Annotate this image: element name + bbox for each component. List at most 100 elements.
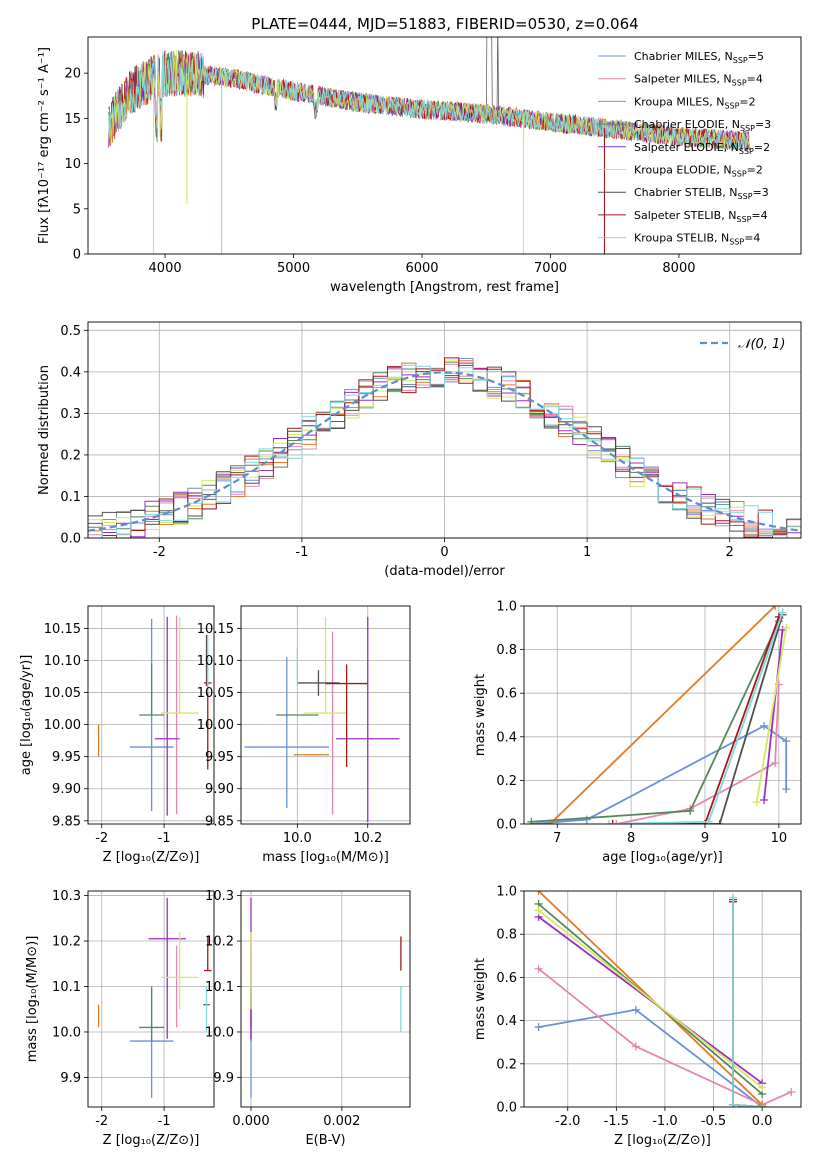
y-axis-label: age [log₁₀(age/yr)]	[19, 655, 34, 776]
x-tick-label: 0.000	[232, 1114, 269, 1129]
legend-label: Salpeter ELODIE, NSSP=2	[634, 141, 770, 156]
y-tick-label: 0.4	[60, 365, 81, 380]
legend-label: Kroupa ELODIE, NSSP=2	[634, 164, 763, 179]
errorbar-salpeter-stelib	[204, 936, 212, 972]
legend-label: Chabrier STELIB, NSSP=3	[634, 186, 769, 201]
y-tick-label: 0.4	[496, 730, 517, 745]
histogram-kroupa-stelib	[88, 364, 801, 538]
y-tick-label: 10.15	[197, 622, 234, 637]
x-tick-label: 8000	[662, 261, 695, 276]
y-tick-label: 10.05	[44, 686, 81, 701]
y-tick-label: 15	[64, 112, 81, 127]
series-line	[616, 684, 780, 824]
series-line	[531, 724, 788, 824]
legend: 𝒩(0, 1)	[700, 337, 785, 352]
y-tick-label: 0.8	[496, 928, 517, 943]
x-axis-label: age [log₁₀(age/yr)]	[602, 850, 723, 865]
x-axis-label: wavelength [Angstrom, rest frame]	[330, 280, 559, 295]
x-tick-label: -1	[158, 831, 171, 846]
axes-spectrum: 4000 5000 6000 7000 8000 0 5 10 15 20 wavelength […	[37, 36, 802, 295]
x-tick-label: -0.5	[701, 1114, 726, 1129]
axes-frame	[87, 605, 215, 825]
y-tick-label: 9.90	[52, 782, 81, 797]
y-axis-label: mass [log₁₀(M/M⊙)]	[25, 936, 40, 1063]
legend-label: Kroupa STELIB, NSSP=4	[634, 232, 760, 247]
y-tick-label: 9.9	[60, 1071, 81, 1086]
axes-residuals: -2 -1 0 1 2 0.0 0.1 0.2 0.3 0.4 0.5 (data-model)/er…	[37, 321, 802, 579]
plus-marker	[782, 623, 791, 632]
plus-marker	[686, 806, 695, 815]
legend-label: Chabrier ELODIE, NSSP=3	[634, 118, 771, 133]
y-tick-label: 10.15	[44, 622, 81, 637]
spectrum-line-kroupa-stelib	[108, 49, 750, 151]
x-tick-label: 6000	[405, 261, 438, 276]
y-axis-label: mass weight	[473, 958, 488, 1040]
y-tick-label: 10.1	[52, 980, 81, 995]
x-tick-label: 2	[726, 545, 734, 560]
errorbar-kroupa-elodie	[304, 616, 347, 714]
x-tick-label: -1	[295, 545, 308, 560]
plus-marker	[582, 815, 591, 824]
plus-marker	[771, 606, 780, 610]
y-tick-label: 10.00	[197, 718, 234, 733]
axes-frame	[87, 321, 802, 539]
x-tick-label: -1.0	[652, 1114, 677, 1129]
x-tick-label: -1.5	[604, 1114, 629, 1129]
plus-marker	[760, 721, 769, 730]
x-tick-label: 10.0	[283, 831, 312, 846]
series-kroupa-elodie	[752, 623, 791, 807]
plus-marker	[771, 758, 780, 767]
series-line	[763, 629, 784, 801]
y-tick-label: 10.1	[205, 980, 234, 995]
plus-marker	[631, 1005, 640, 1014]
y-tick-label: 9.95	[205, 750, 234, 765]
series-chabrier-miles	[534, 1005, 767, 1107]
plot-area	[97, 897, 212, 1098]
y-tick-label: 0.0	[60, 532, 81, 547]
axes-frame	[523, 890, 802, 1108]
plot-area	[527, 606, 791, 824]
y-tick-label: 0.1	[60, 490, 81, 505]
y-tick-label: 0.2	[496, 774, 517, 789]
plus-marker	[534, 964, 543, 973]
plot-area	[244, 616, 400, 823]
x-axis-label: E(B-V)	[305, 1133, 345, 1148]
y-tick-label: 0.3	[60, 407, 81, 422]
x-tick-label: 7000	[534, 261, 567, 276]
axes-frame	[240, 605, 411, 825]
x-tick-label: -2	[95, 831, 108, 846]
y-tick-label: 0.0	[496, 1101, 517, 1116]
series-line	[538, 968, 792, 1106]
y-tick-label: 1.0	[496, 600, 517, 615]
plus-marker	[534, 1023, 543, 1032]
legend-label: Salpeter MILES, NSSP=4	[634, 73, 763, 88]
y-tick-label: 5	[73, 202, 81, 217]
y-tick-label: 10.3	[52, 889, 81, 904]
plus-marker	[715, 820, 724, 824]
series-line	[612, 614, 784, 824]
y-tick-label: 10.0	[205, 1025, 234, 1040]
errorbar-salpeter-stelib	[325, 664, 368, 767]
y-tick-label: 20	[64, 67, 81, 82]
x-tick-label: 4000	[149, 261, 182, 276]
errorbar-salpeter-elodie	[154, 616, 180, 816]
y-tick-label: 10	[64, 157, 81, 172]
plus-marker	[782, 737, 791, 746]
plus-marker	[752, 798, 761, 807]
x-tick-label: 7	[553, 831, 561, 846]
legend-label: 𝒩(0, 1)	[738, 337, 785, 352]
errorbar-kroupa-elodie	[160, 616, 199, 714]
plus-marker	[704, 817, 713, 824]
errorbar-chabrier-miles	[244, 657, 330, 808]
plus-marker	[612, 820, 621, 824]
y-tick-label: 10.00	[44, 718, 81, 733]
x-tick-label: -2	[153, 545, 166, 560]
axes-mass-weight-vs-Z: -2.0 -1.5 -1.0 -0.5 0.0 0.0 0.2 0.4 0.6 0.8 1.0 Z […	[473, 885, 802, 1148]
y-tick-label: 0.2	[60, 448, 81, 463]
axes-frame	[523, 605, 802, 825]
x-axis-label: Z [log₁₀(Z/Z⊙)]	[103, 850, 200, 865]
axes-mass-weight-vs-age: 7 8 9 10 0.0 0.2 0.4 0.6 0.8 1.0 age [log₁₀(age/yr…	[473, 600, 802, 865]
legend-label: Salpeter STELIB, NSSP=4	[634, 209, 768, 224]
y-tick-label: 0.0	[496, 818, 517, 833]
plus-marker	[534, 906, 543, 915]
